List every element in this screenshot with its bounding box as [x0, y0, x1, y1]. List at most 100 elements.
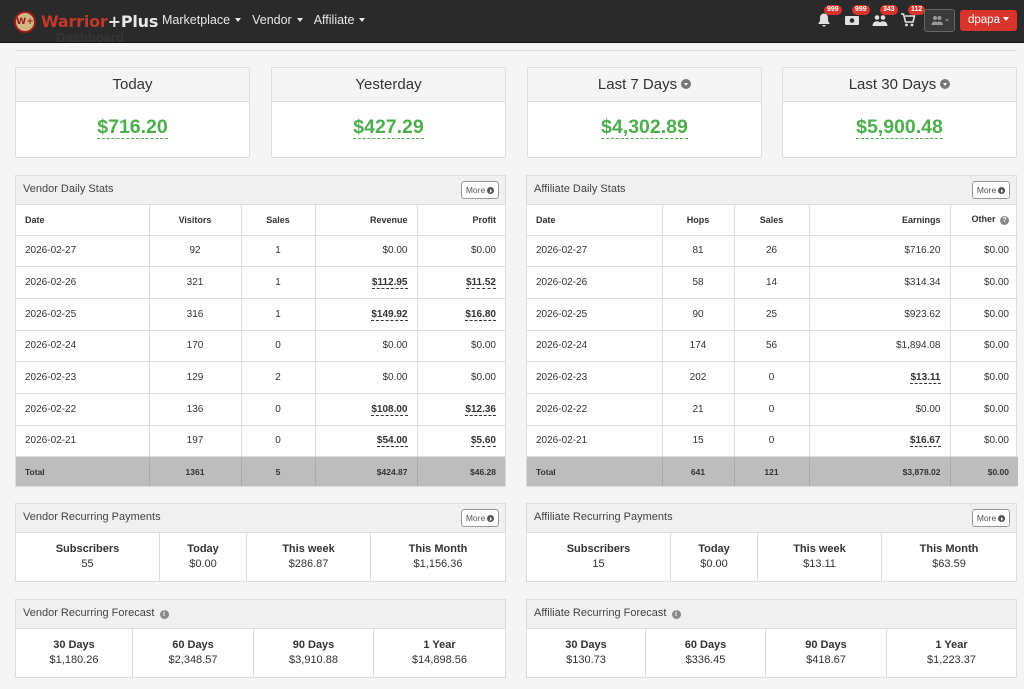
cell-profit[interactable]: $16.80 [417, 298, 505, 331]
table-row: 2026-02-24 174 56 $1,894.08 $0.00 [527, 330, 1018, 363]
cell-date: 2026-02-26 [16, 266, 150, 299]
stat-last-7-days-header[interactable]: Last 7 Days [528, 68, 761, 102]
summary-subscribers: Subscribers 55 [16, 533, 160, 581]
team-menu-button[interactable] [924, 9, 955, 32]
stat-last-7-days-value[interactable]: $4,302.89 [528, 116, 761, 139]
money-icon [845, 16, 859, 25]
cell-date: 2026-02-22 [527, 393, 663, 426]
stat-last-7-days-amount: $4,302.89 [601, 116, 688, 139]
stat-today-value[interactable]: $716.20 [16, 116, 249, 139]
cell-sales: 0 [241, 425, 316, 458]
menu-vendor[interactable]: Vendor [252, 13, 303, 27]
vendor-daily-stats-panel: Vendor Daily Stats More Date Visitors Sa… [15, 175, 506, 487]
col-earnings: Earnings [809, 205, 951, 236]
vendor-daily-table: Date Visitors Sales Revenue Profit 2026-… [16, 205, 505, 486]
cell-earnings[interactable]: $13.11 [809, 361, 951, 394]
question-circle-icon[interactable]: ? [1000, 216, 1009, 226]
chevron-circle-down-icon [940, 79, 951, 89]
brand-name: Warrior+Plus [41, 12, 158, 31]
chevron-down-icon [235, 18, 242, 22]
cell-revenue: $0.00 [315, 235, 418, 268]
col-date: Date [16, 205, 150, 236]
earnings-link: $13.11 [910, 372, 941, 385]
cell-earnings: $0.00 [809, 393, 951, 426]
total-profit: $46.28 [417, 456, 505, 486]
vendor-recurring-payments-panel: Vendor Recurring Payments More Subscribe… [15, 503, 506, 582]
sales-badge: 999 [852, 5, 870, 15]
stat-last-30-days-label: Last 30 Days [848, 76, 937, 93]
col-sales: Sales [734, 205, 810, 236]
cell-revenue[interactable]: $54.00 [315, 425, 418, 458]
stat-yesterday: Yesterday $427.29 [271, 67, 506, 158]
cell-profit[interactable]: $5.60 [417, 425, 505, 458]
forecast-label: 30 Days [565, 639, 607, 651]
cell-profit[interactable]: $11.52 [417, 266, 505, 299]
vendor-daily-more-button[interactable]: More [461, 181, 499, 199]
cell-date: 2026-02-25 [527, 298, 663, 331]
stat-yesterday-value[interactable]: $427.29 [272, 116, 505, 139]
table-row: 2026-02-21 15 0 $16.67 $0.00 [527, 425, 1018, 458]
vendor-recurring-more-button[interactable]: More [461, 509, 499, 527]
cell-revenue[interactable]: $108.00 [315, 393, 418, 426]
revenue-link: $54.00 [376, 435, 408, 448]
affiliates-button[interactable]: 343 [872, 5, 898, 30]
username-label: dpapa [968, 14, 1000, 26]
col-hops: Hops [662, 205, 735, 236]
forecast-value: $1,223.37 [927, 654, 976, 666]
panel-title: Vendor Recurring Forecast i [23, 607, 169, 619]
menu-marketplace[interactable]: Marketplace [162, 13, 242, 27]
total-sales: 121 [734, 456, 810, 486]
chevron-circle-down-icon [681, 79, 692, 89]
warriorplus-logo-icon: W+ [14, 10, 36, 33]
panel-title: Vendor Recurring Payments [23, 511, 161, 523]
brand-logo[interactable]: W+ Warrior+Plus [14, 9, 158, 34]
summary-value: 15 [592, 558, 605, 570]
affiliate-recurring-more-button[interactable]: More [972, 509, 1010, 527]
cell-revenue[interactable]: $149.92 [315, 298, 418, 331]
menu-affiliate[interactable]: Affiliate [314, 13, 366, 27]
panel-header: Vendor Recurring Forecast i [16, 600, 505, 629]
revenue-link: $108.00 [371, 403, 408, 416]
total-revenue: $424.87 [315, 456, 418, 486]
cart-button[interactable]: 112 [900, 5, 926, 30]
user-account-button[interactable]: dpapa [960, 10, 1017, 31]
cell-sales: 0 [241, 393, 316, 426]
table-row: 2026-02-26 321 1 $112.95 $11.52 [16, 266, 505, 299]
profit-link: $5.60 [470, 435, 496, 448]
earnings-link: $16.67 [909, 435, 941, 448]
stat-yesterday-amount: $427.29 [353, 116, 424, 139]
forecast-label: 1 Year [423, 639, 456, 651]
cell-revenue: $0.00 [315, 330, 418, 363]
info-circle-icon[interactable]: i [159, 610, 169, 619]
sales-button[interactable]: 999 [844, 5, 870, 30]
cell-sales: 1 [241, 266, 316, 299]
cell-hops: 90 [662, 298, 735, 331]
chevron-down-icon [296, 18, 303, 22]
total-earnings: $3,878.02 [809, 456, 951, 486]
cell-profit[interactable]: $12.36 [417, 393, 505, 426]
info-circle-icon[interactable]: i [671, 610, 681, 619]
forecast-value: $14,898.56 [411, 654, 468, 666]
total-hops: 641 [662, 456, 735, 486]
cell-other: $0.00 [950, 330, 1018, 363]
cell-sales: 0 [734, 393, 810, 426]
forecast-1-year: 1 Year $1,223.37 [887, 629, 1016, 677]
more-label: More [465, 185, 486, 195]
notifications-button[interactable]: 999 [816, 5, 842, 30]
stat-last-30-days-value[interactable]: $5,900.48 [783, 116, 1016, 139]
cell-earnings: $1,894.08 [809, 330, 951, 363]
chevron-down-icon [359, 18, 366, 22]
arrow-circle-right-icon [998, 187, 1006, 194]
col-other-label: Other [971, 214, 996, 225]
cell-hops: 202 [662, 361, 735, 394]
affiliate-daily-more-button[interactable]: More [972, 181, 1010, 199]
stat-last-30-days-header[interactable]: Last 30 Days [783, 68, 1016, 102]
notification-badge: 999 [824, 5, 842, 15]
cell-other: $0.00 [950, 235, 1018, 268]
summary-this-month: This Month $63.59 [882, 533, 1016, 581]
cell-revenue[interactable]: $112.95 [315, 266, 418, 299]
cell-earnings[interactable]: $16.67 [809, 425, 951, 458]
stat-last-7-days: Last 7 Days $4,302.89 [527, 67, 762, 158]
forecast-60-days: 60 Days $336.45 [646, 629, 766, 677]
total-visitors: 1361 [149, 456, 242, 486]
